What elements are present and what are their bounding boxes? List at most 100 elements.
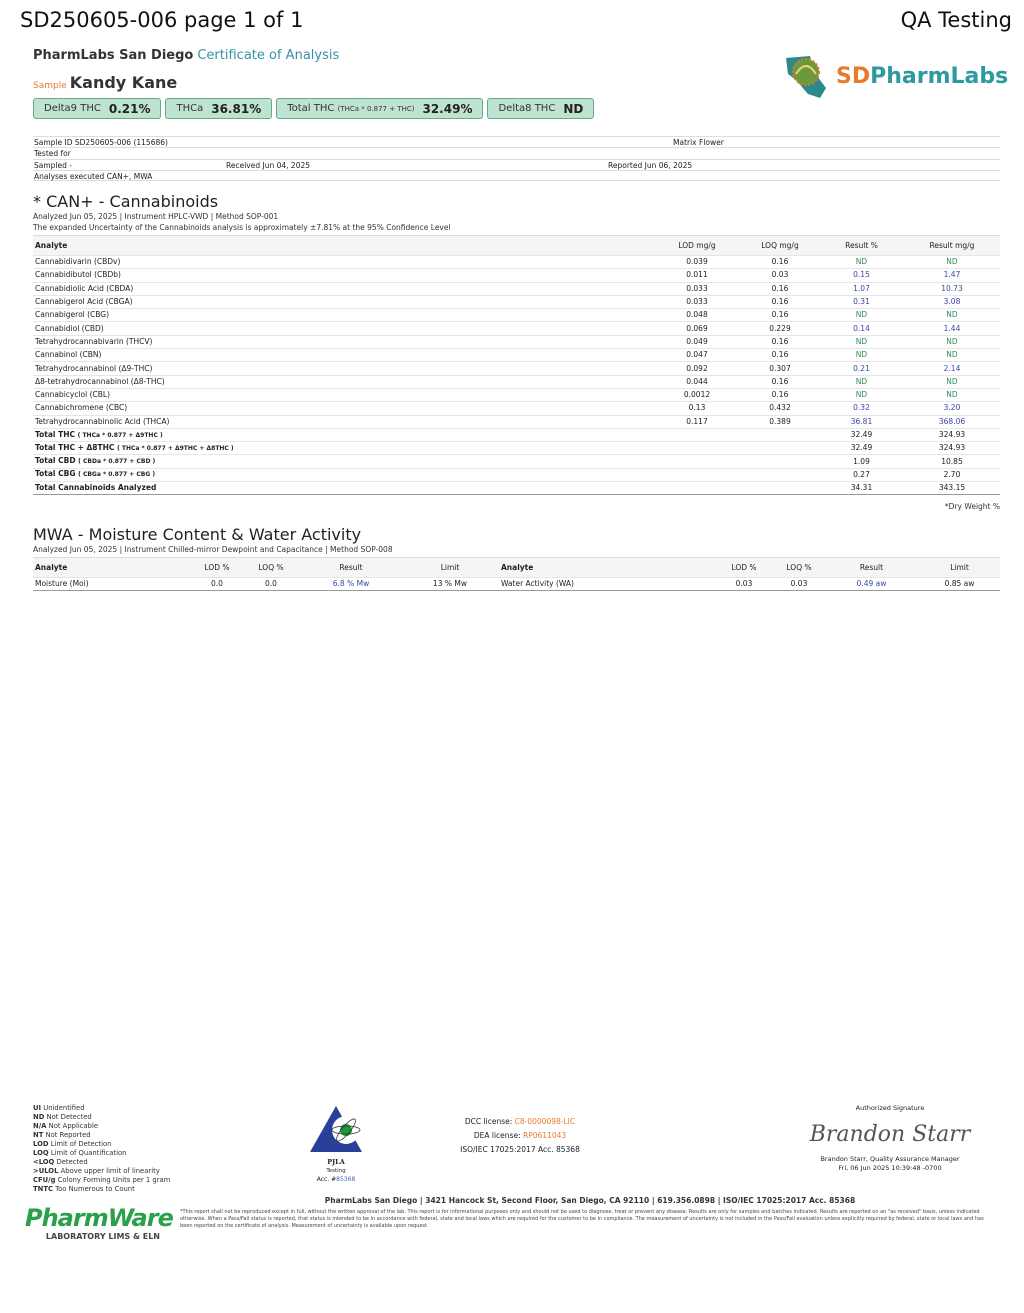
table-row: Tetrahydrocannabinolic Acid (THCA) 0.117 0… [33,415,1000,429]
result-mgg: 2.14 [904,361,1000,376]
california-logo-icon [786,56,826,98]
mwa-analyzed: Analyzed Jun 05, 2025 [33,545,118,554]
licenses: DCC license: C8-0000098-LIC DEA license:… [430,1115,610,1157]
dea-license: DEA license: RP0611043 [430,1129,610,1143]
iso-accreditation: ISO/IEC 17025:2017 Acc. 85368 [460,1145,580,1154]
matrix-label: Matrix [673,138,697,147]
analyte: Cannabidiolic Acid (CBDA) [33,282,653,296]
mwa-col-header: Analyte [499,557,714,578]
footer-address: PharmLabs San Diego | 3421 Hancock St, S… [324,1196,856,1205]
total-row: Total Cannabinoids Analyzed 34.31 343.15 [33,481,1000,496]
result-mgg: 324.93 [904,441,1000,456]
legend-item: TNTC Too Numerous to Count [33,1185,170,1194]
badge-label: Delta8 THC [498,103,556,114]
header-right: QA Testing [900,8,1012,32]
reported-value: Jun 06, 2025 [644,160,693,170]
matrix-value: Flower [699,138,724,147]
result-pct: 34.31 [819,481,904,496]
total-name: Total CBG [35,469,76,479]
table-row: Cannabigerol (CBG) 0.048 0.16 ND ND [33,308,1000,323]
total-label: Total Cannabinoids Analyzed [33,481,653,496]
table-row: Tetrahydrocannabivarin (THCV) 0.049 0.16 ND… [33,335,1000,350]
lod: 0.047 [653,348,741,363]
pjla-acc-line: Acc. #85368 [300,1175,372,1184]
pjla-acc: 85368 [336,1176,356,1183]
pjla-name: PJLA [327,1158,345,1166]
result-pct: 32.49 [819,441,904,456]
loq: 0.16 [741,375,819,389]
can-analyzed: Analyzed Jun 05, 2025 [33,212,118,221]
result-pct: ND [819,308,904,323]
result-mgg: ND [904,375,1000,389]
mwa-col-header: Analyte [33,557,193,578]
table-row: Cannabichromene (CBC) 0.13 0.432 0.32 3.20 [33,401,1000,416]
result-mgg: 10.85 [904,454,1000,469]
analyte: Cannabichromene (CBC) [33,401,653,416]
mwa-col-header: Limit [401,557,499,578]
lod: 0.069 [653,321,741,336]
total-formula: ( THCa * 0.877 + Δ9THC ) [77,431,163,439]
received: Received Jun 04, 2025 [226,160,310,171]
empty-cell [653,468,741,483]
page-header: SD250605-006 page 1 of 1 QA Testing [20,8,1012,36]
mwa-cell: 0.85 aw [919,577,1000,592]
document-id: SD250605-006 page 1 of 1 [20,8,304,32]
legend-abbr: ND [33,1113,45,1121]
result-mgg: 10.73 [904,282,1000,296]
result-mgg: 3.08 [904,295,1000,310]
sample-meta: Sample ID SD250605-006 (115686) Matrix Fl… [33,136,1000,182]
doc-type: Certificate of Analysis [197,48,340,63]
table-row: Cannabinol (CBN) 0.047 0.16 ND ND [33,348,1000,363]
total-formula: ( CBGa * 0.877 + CBG ) [78,471,156,479]
loq: 0.16 [741,335,819,350]
legend-meaning: Limit of Quantification [50,1149,127,1157]
logo-wordmark: SDPharmLabs [836,63,1009,89]
total-name: Total Cannabinoids Analyzed [35,482,157,492]
badge-formula: (THCa * 0.877 + THC) [337,105,415,113]
mwa-col-header: LOD % [193,557,241,578]
signature-label: Authorized Signature [855,1104,925,1112]
result-mgg: ND [904,255,1000,270]
pjla-sub: Testing [326,1168,346,1174]
badge-value: ND [563,101,584,116]
legend-item: LOD Limit of Detection [33,1140,170,1149]
legend-meaning: Limit of Detection [50,1140,112,1148]
col-result-pct: Result % [819,235,904,256]
mwa-col-header: Limit [919,557,1000,578]
table-row: Tetrahydrocannabinol (Δ9-THC) 0.092 0.307 0… [33,361,1000,376]
loq: 0.16 [741,308,819,323]
matrix: Matrix Flower [673,137,724,148]
lod: 0.117 [653,415,741,429]
result-mgg: 324.93 [904,428,1000,443]
legend-item: UI Unidentified [33,1104,170,1113]
badge-value: 36.81% [211,101,262,116]
badge-delta8: Delta8 THC ND [487,98,595,119]
sampled-label: Sampled [34,160,67,170]
result-pct: 0.32 [819,401,904,416]
mwa-cell: 0.0 [193,577,241,592]
reported-label: Reported [608,160,643,170]
signature-date: Fri, 06 Jun 2025 10:39:48 -0700 [838,1164,942,1172]
lod: 0.049 [653,335,741,350]
can-analysis-info: Analyzed Jun 05, 2025 | Instrument HPLC-… [33,212,279,221]
mwa-cell: 0.49 aw [824,577,919,592]
lab-name: PharmLabs San Diego [33,48,194,63]
result-mgg: ND [904,348,1000,363]
table-row: Cannabidivarin (CBDv) 0.039 0.16 ND ND [33,255,1000,270]
legend-abbr: TNTC [33,1185,53,1193]
mwa-section-title: MWA - Moisture Content & Water Activity [33,525,362,544]
dcc-license: DCC license: C8-0000098-LIC [430,1115,610,1129]
analyte: Cannabidivarin (CBDv) [33,255,653,270]
lod: 0.011 [653,268,741,283]
loq: 0.432 [741,401,819,416]
loq: 0.389 [741,415,819,429]
dcc-label: DCC license: [464,1117,513,1126]
total-name: Total THC [35,429,75,439]
total-row: Total THC + Δ8THC ( THCa * 0.877 + Δ9THC… [33,441,1000,456]
legend-abbr: UI [33,1104,42,1112]
badge-label: Total THC (THCa * 0.877 + THC) [287,103,414,114]
result-pct: 0.31 [819,295,904,310]
legend-meaning: Detected [56,1158,88,1166]
lod: 0.0012 [653,388,741,403]
mwa-cell: Water Activity (WA) [499,577,714,592]
